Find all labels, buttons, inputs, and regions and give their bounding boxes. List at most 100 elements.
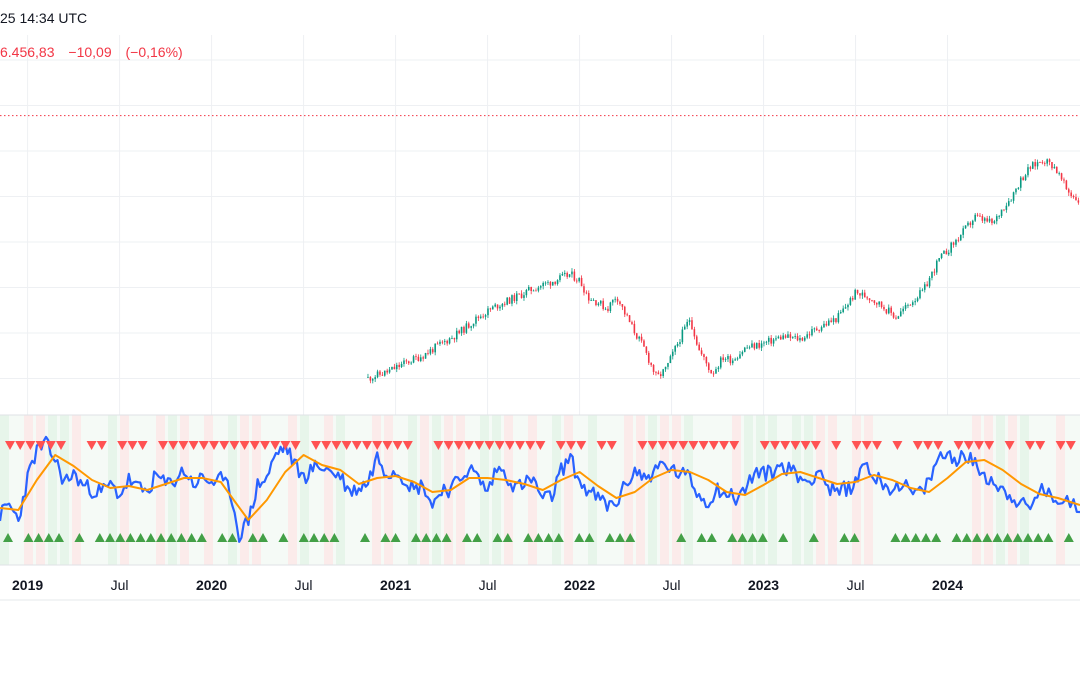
buy-marker [1063,533,1074,542]
price-candle [890,307,892,313]
price-candle [1075,197,1077,201]
oscillator-stripe [336,415,345,565]
price-candle [808,334,811,336]
price-candle [383,370,386,376]
price-candle [839,312,842,314]
price-candle [590,300,592,302]
price-candle [583,286,585,293]
price-candle [585,292,588,294]
buy-marker [890,533,901,542]
sell-marker [311,441,321,450]
sell-marker [198,441,209,450]
price-candle [525,289,528,296]
price-candle [470,326,472,328]
oscillator-stripe [648,415,657,565]
sell-marker [504,441,515,450]
price-candle [544,282,547,284]
price-candle [1017,187,1020,189]
price-candle [379,371,381,375]
price-candle [1036,162,1039,167]
price-candle [400,363,403,368]
sell-marker [178,441,189,450]
sell-marker [963,441,974,450]
oscillator-stripe [684,415,693,565]
price-candle [991,218,993,224]
oscillator-stripe [852,415,861,565]
price-candle [988,218,991,222]
price-candle [727,356,729,360]
price-candle [964,225,967,229]
price-candle [407,361,410,364]
buy-marker [1043,533,1054,542]
price-candle [806,334,808,338]
price-candle [842,308,844,313]
sell-marker [872,441,882,450]
price-candle [369,376,372,381]
price-candle [705,356,708,364]
sell-marker [719,441,729,450]
price-candle [664,366,667,370]
price-candle [395,364,398,370]
buy-marker [247,533,258,542]
price-candle [611,299,614,303]
price-candle [631,322,633,324]
price-candle [880,301,883,307]
buy-marker [380,533,391,542]
oscillator-pane [0,435,1080,543]
price-candle [914,301,916,303]
price-candle [479,316,482,318]
price-candle [508,297,511,304]
x-tick-label: Jul [111,577,129,593]
oscillator-stripe [72,415,81,565]
price-candle [662,369,664,376]
buy-marker [757,533,768,542]
price-candle [623,306,626,315]
price-candle [722,357,724,360]
buy-marker [166,533,177,542]
price-candle [609,302,612,311]
sell-marker [25,441,36,450]
price-candle [554,281,556,284]
price-candle [921,289,924,291]
sell-marker [759,441,770,450]
price-candle [731,360,734,364]
price-candle [532,290,535,292]
oscillator-stripe [168,415,177,565]
buy-marker [931,533,942,542]
price-candle [652,364,655,372]
price-candle [952,242,955,245]
price-candle [746,347,748,349]
sell-marker [974,441,984,450]
buy-marker [992,533,1003,542]
price-candle [638,336,640,339]
price-candle [799,338,801,341]
price-candle [909,304,912,306]
price-candle [710,369,712,374]
sell-marker [984,441,995,450]
sell-marker [35,441,46,450]
price-candle [974,214,976,221]
oscillator-stripe [156,415,165,565]
price-candle [451,337,453,339]
sell-marker [831,441,842,450]
price-candle [875,302,878,305]
x-tick-label: Jul [479,577,497,593]
buy-marker [227,533,238,542]
price-candle [1015,188,1017,193]
price-candle [957,239,960,241]
price-candle [753,343,756,349]
price-candle [547,281,549,283]
buy-marker [411,533,421,542]
oscillator-stripe [504,415,513,565]
signal-markers [3,441,1076,542]
price-candle [592,300,595,301]
oscillator-stripe [1008,415,1017,565]
price-candle [614,298,616,300]
price-candle [950,242,952,253]
buy-marker [574,533,585,542]
price-candle [998,216,1000,217]
price-candle [724,359,727,361]
sell-marker [576,441,587,450]
price-candle [388,369,391,373]
